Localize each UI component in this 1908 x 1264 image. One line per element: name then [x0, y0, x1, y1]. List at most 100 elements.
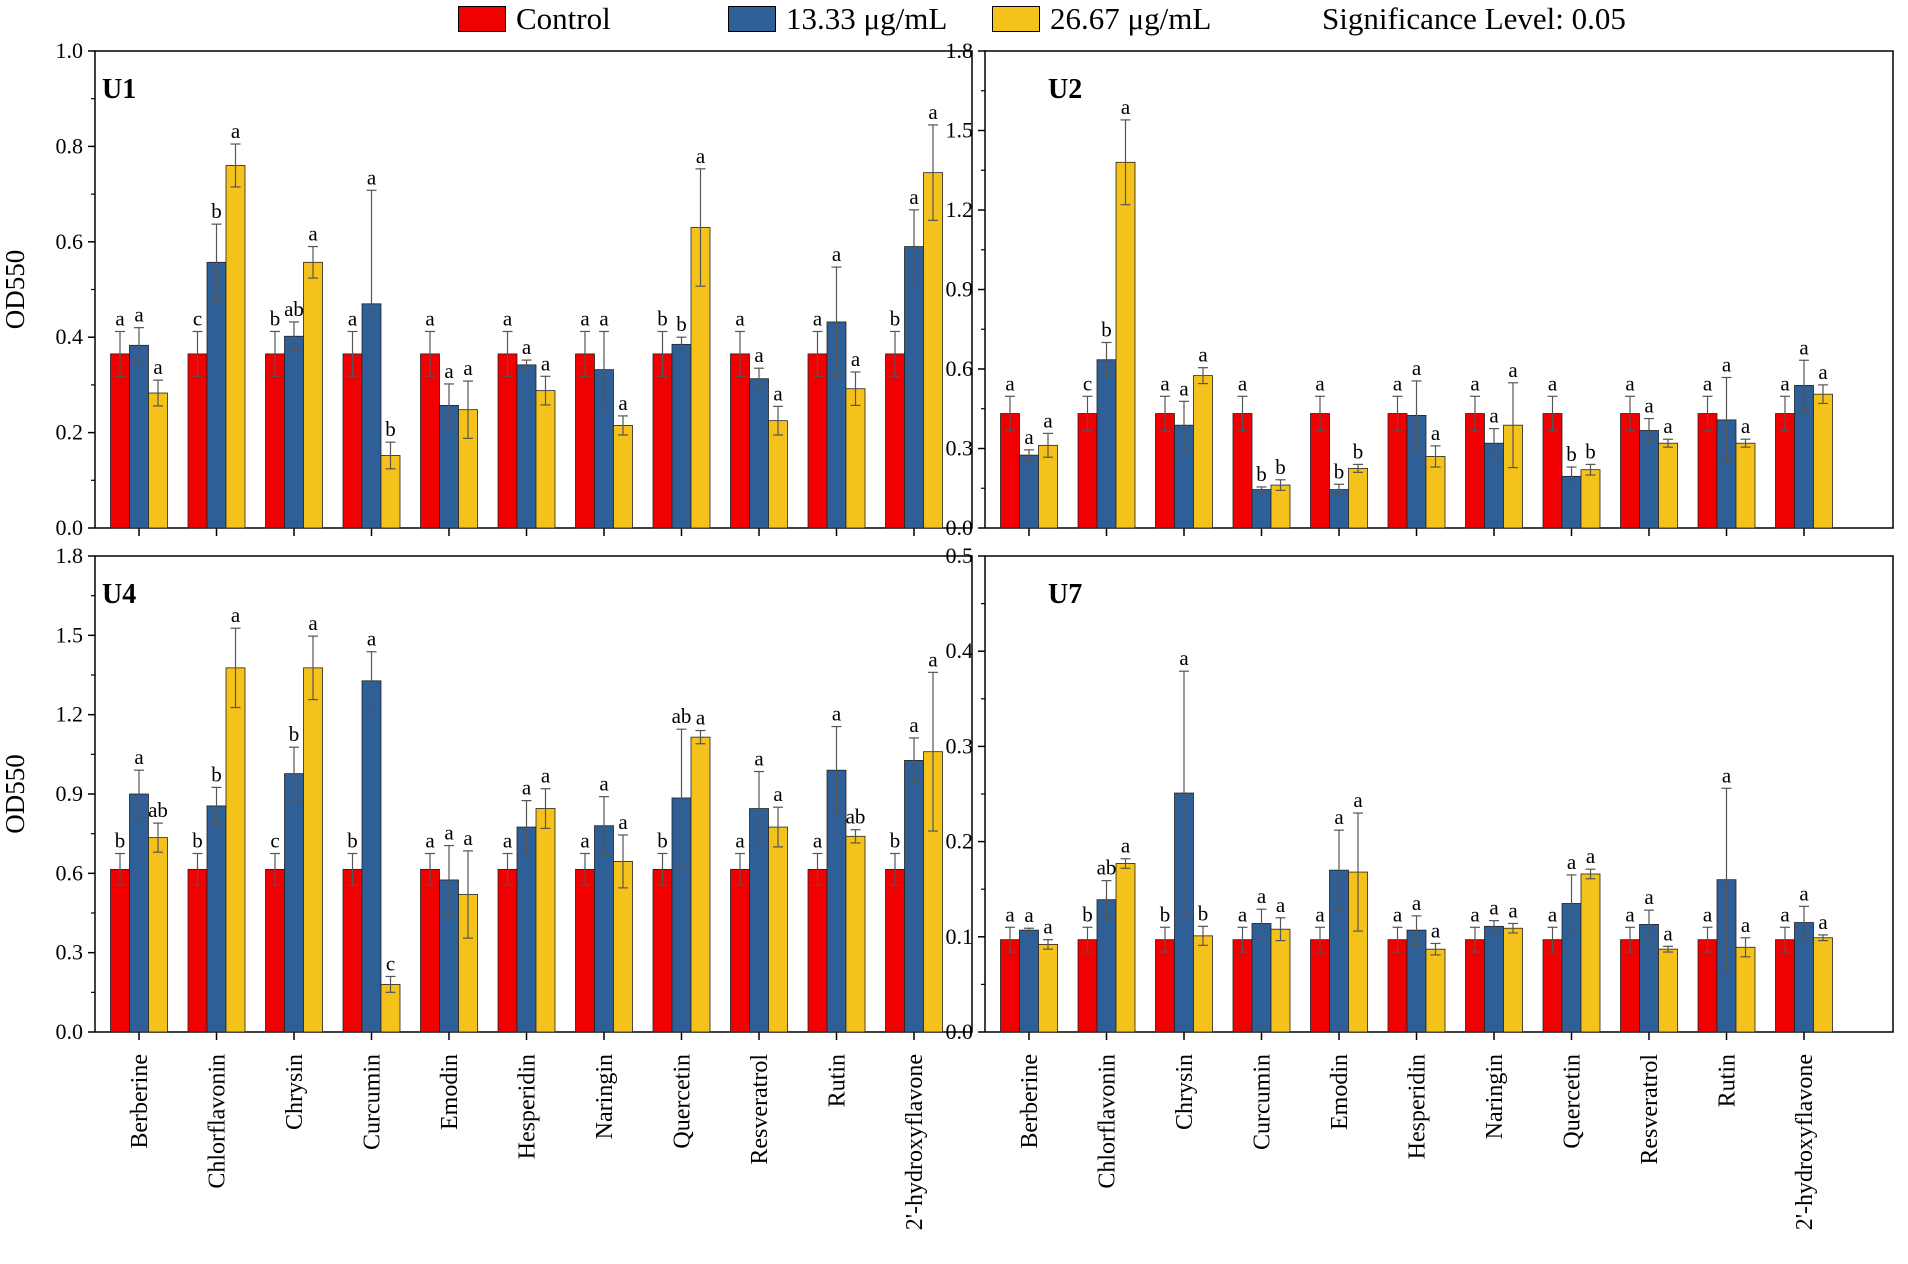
bar-control — [807, 868, 828, 1033]
bar-low — [129, 344, 149, 529]
significance-letter: a — [754, 747, 764, 771]
bar-high — [1503, 927, 1523, 1033]
bar-high — [1115, 161, 1136, 529]
significance-letter: a — [308, 222, 318, 246]
significance-letter: a — [1353, 788, 1363, 812]
x-tick-label: Naringin — [1482, 1054, 1508, 1139]
bar-high — [1193, 375, 1213, 529]
significance-letter: a — [1703, 371, 1713, 395]
y-tick-label: 0.3 — [946, 733, 974, 758]
significance-letter: a — [909, 185, 919, 209]
bar-high — [148, 837, 168, 1033]
x-tick-label: Rutin — [825, 1054, 851, 1107]
significance-letter: a — [1799, 881, 1809, 905]
significance-letter: a — [1238, 902, 1248, 926]
bar-low — [516, 364, 537, 529]
significance-letter: a — [541, 351, 551, 375]
bar-low — [1484, 925, 1504, 1033]
bar-high — [1270, 484, 1291, 529]
bar-high — [1813, 393, 1833, 529]
significance-letter: a — [1644, 885, 1654, 909]
bar-low — [1096, 359, 1117, 529]
bar-high — [535, 390, 556, 529]
significance-letter: b — [1256, 462, 1267, 486]
significance-letter: ab — [672, 704, 692, 728]
significance-letter: a — [754, 343, 764, 367]
significance-letter: a — [1276, 893, 1286, 917]
bar-high — [303, 261, 323, 529]
significance-letter: a — [444, 821, 454, 845]
bar-high — [1658, 948, 1678, 1033]
bar-high — [1270, 928, 1291, 1033]
y-tick-label: 0.4 — [56, 324, 84, 349]
significance-letter: a — [773, 782, 783, 806]
significance-letter: a — [832, 242, 842, 266]
significance-letter: a — [1625, 902, 1635, 926]
bar-high — [768, 420, 788, 529]
bar-low — [1019, 454, 1039, 529]
significance-letter: a — [1005, 371, 1015, 395]
significance-letter: b — [1334, 459, 1345, 483]
significance-letter: a — [1741, 414, 1751, 438]
bar-control — [1465, 939, 1485, 1033]
y-tick-label: 0.2 — [56, 420, 84, 445]
x-tick-label: Emodin — [1327, 1054, 1353, 1130]
x-tick-label: Hesperidin — [515, 1054, 541, 1159]
y-tick-label: 0.9 — [946, 277, 974, 302]
significance-letter: b — [115, 829, 126, 853]
x-tick-label: Curcumin — [360, 1054, 386, 1150]
y-tick-label: 0.3 — [946, 436, 974, 461]
x-tick-label: Rutin — [1715, 1054, 1741, 1107]
y-tick-label: 1.2 — [946, 197, 974, 222]
panel-label-U7: U7 — [1048, 579, 1082, 610]
significance-letter: b — [676, 312, 687, 336]
bar-control — [342, 353, 363, 529]
y-tick-label: 0.6 — [946, 356, 974, 381]
significance-letter: a — [1121, 95, 1131, 119]
legend-swatch-high — [992, 6, 1040, 32]
significance-letter: b — [657, 829, 668, 853]
bar-high — [1115, 863, 1136, 1033]
y-tick-label: 0.0 — [56, 515, 84, 540]
significance-letter: b — [1160, 902, 1171, 926]
significance-letter: a — [308, 611, 318, 635]
legend-item-high: 26.67 μg/mL — [992, 1, 1211, 36]
significance-letter: a — [813, 306, 823, 330]
y-tick-label: 0.5 — [946, 543, 974, 568]
bar-control — [497, 868, 518, 1033]
x-tick-label: Chrysin — [282, 1054, 308, 1130]
significance-letter: b — [657, 306, 668, 330]
significance-letter: c — [193, 306, 202, 330]
significance-letter: b — [1101, 318, 1112, 342]
significance-letter: a — [1005, 902, 1015, 926]
panel-label-U1: U1 — [102, 74, 136, 105]
bar-low — [361, 680, 382, 1033]
bar-low — [206, 261, 227, 529]
significance-letter: a — [813, 829, 823, 853]
bar-low — [284, 335, 304, 529]
bar-high — [923, 172, 943, 529]
bar-control — [187, 353, 208, 529]
bar-high — [1425, 948, 1446, 1033]
bar-control — [187, 868, 208, 1033]
y-tick-label: 0.0 — [56, 1019, 84, 1044]
x-tick-label: Hesperidin — [1405, 1054, 1431, 1159]
significance-letter: a — [503, 306, 513, 330]
significance-letter: ab — [284, 297, 304, 321]
x-tick-label: Naringin — [592, 1054, 618, 1139]
bar-low — [1639, 430, 1659, 529]
significance-letter: a — [696, 706, 706, 730]
bar-high — [1735, 946, 1756, 1033]
significance-letter: a — [1024, 903, 1034, 927]
significance-letter: a — [1412, 356, 1422, 380]
bar-low — [749, 378, 769, 529]
bar-control — [420, 353, 440, 529]
bar-control — [730, 353, 750, 529]
significance-letter: a — [1238, 371, 1248, 395]
bar-control — [1155, 939, 1175, 1033]
bar-low — [1096, 899, 1117, 1033]
bar-control — [652, 353, 673, 529]
significance-letter: a — [503, 829, 513, 853]
x-tick-label: Berberine — [127, 1054, 153, 1149]
significance-letter: a — [367, 627, 377, 651]
